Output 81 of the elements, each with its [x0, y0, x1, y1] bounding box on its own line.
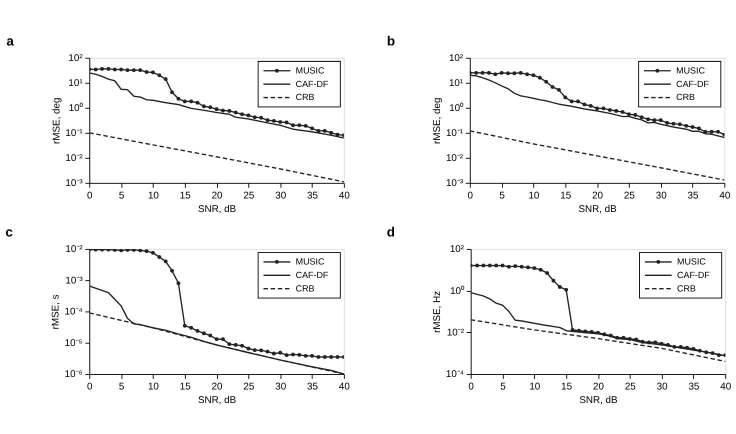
y-tick-label: 10² — [68, 52, 84, 64]
y-tick-label: 10⁻³ — [446, 178, 464, 189]
x-axis-title: SNR, dB — [198, 395, 237, 406]
x-tick-label: 25 — [243, 382, 255, 393]
y-tick-label: 10⁻¹ — [446, 128, 464, 139]
y-tick-label: 10² — [450, 244, 465, 256]
x-tick-label: 10 — [148, 190, 160, 202]
y-tick-label: 10⁰ — [449, 102, 464, 114]
x-tick-label: 5 — [499, 190, 506, 202]
y-tick-label: 10² — [448, 52, 464, 64]
y-tick-label: 10⁻⁵ — [64, 338, 83, 349]
y-tick-label: 10⁰ — [450, 284, 466, 297]
legend-label: CRB — [296, 92, 315, 102]
x-tick-label: 5 — [118, 190, 125, 202]
chart-title: a — [6, 33, 14, 48]
x-axis-title: SNR, dB — [578, 204, 618, 215]
y-tick-label: 10¹ — [448, 78, 464, 89]
x-tick-label: 0 — [468, 190, 474, 202]
legend-label: MUSIC — [676, 65, 706, 76]
legend-label: CRB — [296, 283, 315, 294]
x-tick-label: 30 — [275, 190, 287, 202]
x-tick-label: 35 — [688, 190, 700, 202]
y-tick-label: 10⁻² — [446, 152, 464, 164]
x-tick-label: 30 — [656, 382, 668, 393]
x-tick-label: 15 — [560, 190, 572, 202]
legend-label: CAF-DF — [296, 78, 329, 89]
x-tick-label: 10 — [148, 382, 160, 393]
y-tick-label: 10⁻⁴ — [446, 369, 464, 380]
y-tick-label: 10¹ — [68, 78, 84, 89]
legend-label: CAF-DF — [296, 270, 329, 280]
x-tick-label: 15 — [180, 190, 192, 202]
x-tick-label: 0 — [468, 382, 474, 393]
y-tick-label: 10⁻² — [65, 244, 84, 256]
legend-label: MUSIC — [296, 65, 325, 76]
y-tick-label: 10⁻⁶ — [64, 369, 83, 380]
chart-title: c — [5, 224, 14, 240]
x-tick-label: 35 — [307, 190, 319, 202]
y-tick-label: 10⁻¹ — [65, 128, 84, 139]
x-tick-label: 15 — [180, 382, 192, 393]
legend-label: CRB — [677, 283, 696, 294]
x-tick-label: 25 — [243, 190, 255, 202]
x-tick-label: 5 — [118, 382, 125, 393]
y-tick-label: 10⁻² — [446, 327, 465, 338]
x-tick-label: 40 — [338, 190, 350, 202]
legend-label: CAF-DF — [676, 78, 710, 89]
x-tick-label: 35 — [307, 382, 319, 393]
y-tick-label: 10⁻⁴ — [64, 306, 83, 318]
x-tick-label: 30 — [656, 190, 668, 202]
x-tick-label: 40 — [720, 382, 732, 393]
legend-label: MUSIC — [677, 256, 706, 267]
x-axis-title: SNR, dB — [198, 204, 237, 215]
legend-label: CAF-DF — [677, 270, 710, 280]
x-tick-label: 30 — [275, 382, 287, 393]
x-tick-label: 10 — [528, 190, 540, 202]
x-tick-label: 35 — [688, 382, 700, 393]
y-axis-title: rMSE, Hz — [432, 290, 443, 333]
x-tick-label: 40 — [338, 382, 350, 393]
chart-title: b — [386, 33, 396, 48]
x-tick-label: 20 — [212, 382, 224, 393]
x-tick-label: 0 — [87, 190, 94, 202]
x-axis-title: SNR, dB — [579, 395, 618, 406]
x-tick-label: 10 — [529, 382, 541, 393]
legend-label: MUSIC — [296, 256, 325, 267]
x-tick-label: 15 — [561, 382, 573, 393]
legend-label: CRB — [676, 92, 696, 102]
x-tick-label: 20 — [592, 190, 604, 202]
chart-title: d — [386, 224, 395, 240]
x-tick-label: 40 — [719, 190, 731, 202]
y-tick-label: 10⁻³ — [65, 275, 84, 286]
x-tick-label: 25 — [624, 382, 636, 393]
y-tick-label: 10⁻³ — [65, 178, 84, 189]
y-axis-title: rMSE, deg — [51, 98, 62, 144]
y-axis-title: rMSE, deg — [432, 98, 443, 144]
x-tick-label: 25 — [624, 190, 636, 202]
y-tick-label: 10⁻² — [65, 152, 84, 164]
x-tick-label: 0 — [87, 382, 94, 393]
x-tick-label: 5 — [500, 382, 506, 393]
y-tick-label: 10⁰ — [68, 102, 84, 114]
x-tick-label: 20 — [212, 190, 224, 202]
y-axis-title: rMSE, s — [50, 294, 62, 330]
x-tick-label: 20 — [592, 382, 604, 393]
